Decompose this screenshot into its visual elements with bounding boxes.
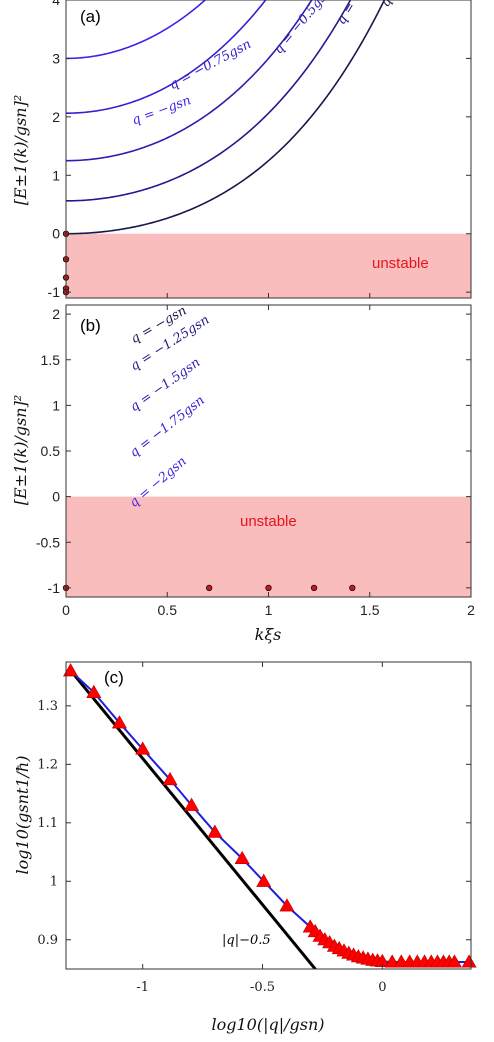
series-label-2: q = −0.5gsn [271,0,335,57]
panel-c-xlabel: log10(|q|/gsn) [211,1015,324,1034]
y-tick-label: 1 [52,397,60,413]
data-triangle [184,797,200,811]
panel-c-ylabel: log10(gsnt1/ħ) [13,756,32,875]
data-triangle [63,663,79,677]
y-tick-label: 1 [50,874,58,889]
series-line-0 [66,0,386,235]
panel-c-frame-bg [66,662,471,969]
series-line--1.25 [66,0,471,126]
power-law-line [69,669,318,969]
panel-b: -1 -0.5 0 0.5 1 1.5 2 0 0.5 1 1.5 2 (b) unstable q… [11,0,475,644]
y-tick-label: -1 [48,284,61,300]
series-line--1 [66,0,207,60]
data-triangle [135,741,151,755]
power-law-annotation: |q|−0.5 [222,933,271,948]
x-tick-label: -0.5 [250,980,275,995]
panel-b-unstable-label: unstable [240,513,297,530]
panel-a-shade [66,233,471,298]
data-triangle [279,898,295,912]
minimum-marker [310,584,318,592]
y-tick-label: 2 [52,306,60,322]
x-tick-label: 0 [62,602,70,618]
y-tick-label: 0.5 [41,443,61,459]
x-tick-label: -1 [136,980,149,995]
series-line--0.5 [66,0,313,162]
y-tick-label: 1.5 [41,352,61,368]
y-tick-label: 1 [52,167,60,183]
x-tick-label: 1.5 [360,602,380,618]
panel-b-ylabel: [E±1(k)/gsn]² [11,395,30,506]
series-line--0.75 [66,0,267,115]
minimum-marker [265,584,272,592]
x-tick-label: 0.5 [158,602,178,618]
panel-a-ylabel: [E±1(k)/gsn]² [11,95,30,206]
panel-c-frame [65,661,472,970]
y-tick-label: 2 [52,109,60,125]
y-tick-label: -1 [48,580,61,596]
panel-b-xlabel: kξs [255,625,282,644]
y-tick-label: 1.1 [37,816,58,831]
x-tick-label: 1 [265,602,273,618]
panel-a-unstable-label: unstable [372,255,429,272]
panel-c: 0.9 1 1.1 1.2 1.3 -1 -0.5 0 (c) |q|−0.5 log10(… [13,661,477,1034]
y-tick-label: 0.9 [37,933,58,948]
y-tick-label: 1.2 [37,757,58,772]
y-tick-label: 1.3 [37,699,58,714]
y-tick-label: -0.5 [36,534,60,550]
series-label-0: q = 0 [378,0,407,10]
data-triangle [384,954,400,968]
series-line--1 [66,0,471,223]
x-tick-label: 2 [467,602,475,618]
panel-b-label: (b) [80,316,101,335]
y-tick-label: 0 [52,489,60,505]
data-triangle [86,684,102,698]
series-label-4: q = −gsn [130,93,193,128]
minimum-marker [349,584,356,592]
series-line--0.25 [66,0,352,202]
data-triangle [461,954,477,968]
y-tick-label: 3 [52,50,60,66]
data-triangle [111,715,127,729]
data-triangle [207,824,223,838]
series-label-3: q = −0.75gsn [167,37,254,93]
data-triangle [234,850,250,865]
minimum-marker [206,584,213,592]
y-tick-label: 0 [52,226,60,242]
panel-b-shade [66,496,471,597]
panel-a-label: (a) [80,7,101,26]
data-triangle [256,873,272,887]
y-tick-label: 4 [52,0,60,8]
series-line--1.5 [66,0,471,18]
data-triangle [162,771,178,786]
data-triangle [446,954,462,968]
x-tick-label: 0 [378,980,386,995]
panel-c-label: (c) [104,668,124,687]
